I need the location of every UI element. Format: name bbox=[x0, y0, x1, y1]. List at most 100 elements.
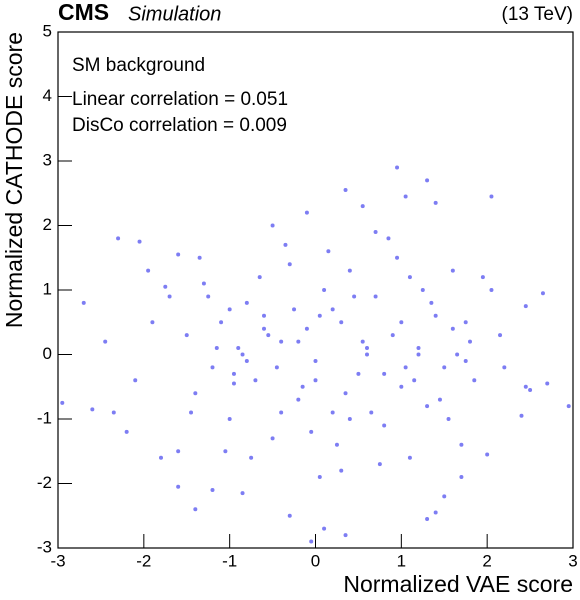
point bbox=[90, 407, 95, 412]
y-tick-label: 4 bbox=[43, 86, 52, 105]
point bbox=[274, 365, 279, 370]
point bbox=[210, 487, 215, 492]
point bbox=[373, 294, 378, 299]
point bbox=[313, 378, 318, 383]
point bbox=[240, 491, 245, 496]
point bbox=[395, 165, 400, 170]
point bbox=[146, 268, 151, 273]
point bbox=[249, 455, 254, 460]
y-tick-label: -3 bbox=[37, 537, 52, 556]
point bbox=[236, 346, 241, 351]
point bbox=[369, 410, 374, 415]
point bbox=[468, 339, 472, 344]
point bbox=[442, 365, 447, 370]
point bbox=[339, 468, 344, 473]
point bbox=[390, 333, 395, 338]
point bbox=[519, 413, 524, 418]
point bbox=[420, 288, 425, 292]
point bbox=[253, 378, 258, 383]
point bbox=[116, 236, 121, 241]
point bbox=[322, 288, 327, 292]
point bbox=[266, 333, 271, 338]
point bbox=[189, 410, 194, 415]
x-tick-label: 2 bbox=[482, 551, 491, 570]
point bbox=[309, 539, 314, 544]
point bbox=[167, 294, 172, 299]
point bbox=[197, 255, 202, 260]
point bbox=[373, 229, 378, 234]
point bbox=[399, 320, 404, 325]
point bbox=[223, 449, 228, 454]
point bbox=[523, 304, 528, 309]
point bbox=[283, 242, 288, 247]
point bbox=[326, 249, 331, 254]
point bbox=[343, 188, 348, 193]
point bbox=[270, 436, 275, 441]
point bbox=[201, 281, 206, 286]
point bbox=[317, 313, 322, 318]
point bbox=[528, 387, 533, 392]
point bbox=[300, 384, 305, 389]
point bbox=[382, 371, 387, 376]
point bbox=[227, 417, 232, 421]
point bbox=[403, 194, 408, 199]
point bbox=[304, 326, 309, 331]
point bbox=[231, 381, 236, 386]
point bbox=[446, 417, 451, 421]
point bbox=[292, 307, 297, 312]
point bbox=[330, 410, 335, 415]
point bbox=[480, 275, 485, 280]
point bbox=[210, 365, 215, 370]
point bbox=[347, 268, 352, 273]
point bbox=[386, 236, 391, 241]
point bbox=[184, 333, 189, 338]
point bbox=[463, 320, 468, 325]
point bbox=[416, 346, 421, 351]
point bbox=[472, 378, 477, 383]
point bbox=[103, 339, 108, 344]
point bbox=[206, 294, 211, 299]
point bbox=[442, 494, 447, 499]
point bbox=[395, 255, 400, 260]
point bbox=[459, 442, 464, 447]
y-axis-label: Normalized CATHODE score bbox=[1, 32, 27, 328]
point bbox=[540, 291, 545, 296]
point bbox=[111, 410, 116, 415]
point bbox=[279, 410, 284, 415]
point bbox=[287, 262, 292, 267]
point bbox=[489, 288, 494, 292]
point bbox=[365, 352, 369, 357]
point bbox=[433, 510, 438, 515]
point bbox=[425, 516, 430, 521]
point bbox=[360, 204, 365, 209]
point bbox=[296, 339, 301, 344]
point bbox=[455, 352, 460, 357]
x-tick-label: 0 bbox=[311, 551, 320, 570]
point bbox=[403, 365, 408, 370]
point bbox=[352, 294, 357, 299]
point bbox=[262, 313, 266, 318]
point bbox=[313, 358, 318, 363]
point bbox=[360, 339, 365, 344]
point bbox=[227, 307, 232, 312]
point bbox=[459, 475, 464, 480]
point bbox=[399, 384, 404, 389]
point bbox=[437, 397, 442, 402]
y-tick-label: 3 bbox=[43, 150, 52, 169]
point bbox=[425, 404, 430, 409]
annotation: SM background bbox=[72, 55, 205, 76]
point bbox=[137, 239, 142, 244]
point bbox=[214, 346, 219, 351]
point bbox=[450, 326, 455, 331]
point bbox=[330, 307, 335, 312]
point bbox=[176, 484, 181, 489]
point bbox=[339, 320, 344, 325]
point bbox=[502, 365, 507, 370]
brand: CMS bbox=[58, 0, 109, 25]
point bbox=[416, 352, 421, 357]
x-tick-label: 3 bbox=[568, 551, 577, 570]
y-tick-label: 0 bbox=[43, 344, 52, 363]
point bbox=[304, 210, 309, 215]
point bbox=[429, 300, 434, 305]
